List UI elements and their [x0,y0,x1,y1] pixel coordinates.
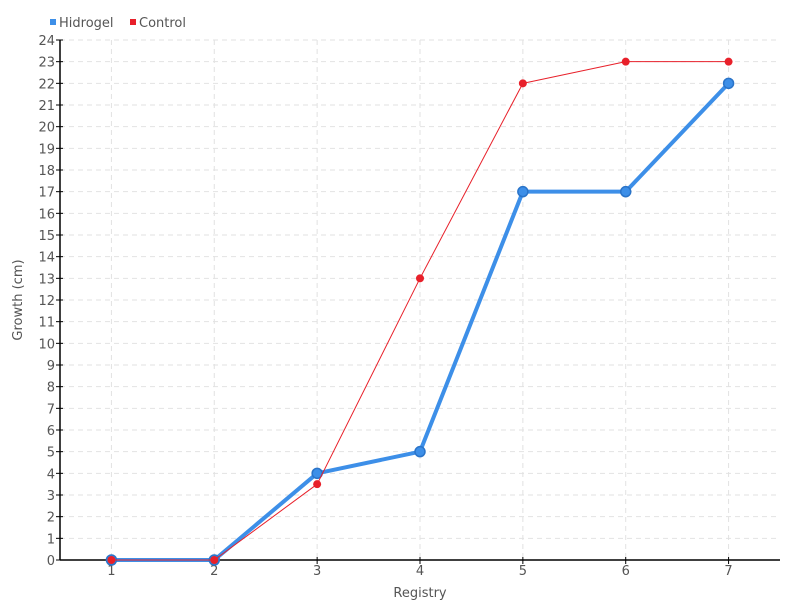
y-tick-label: 12 [38,294,55,309]
data-point-control [416,274,424,283]
data-point-control [621,57,630,66]
y-tick-label: 9 [47,359,55,374]
y-tick-label: 16 [38,207,55,222]
y-tick-label: 24 [38,34,55,49]
data-point-control [724,57,733,66]
y-tick-label: 21 [38,99,55,114]
x-tick-label: 6 [622,564,630,579]
x-axis-label: Registry [393,586,447,600]
data-point-hidrogel [619,185,632,198]
axes: 0123456789101112131415161718192021222324… [38,34,780,579]
x-tick-label: 3 [313,564,321,579]
x-tick-label: 7 [724,564,732,579]
y-tick-label: 10 [38,337,55,352]
y-tick-label: 0 [47,554,55,569]
y-tick-label: 4 [47,467,55,482]
y-tick-label: 3 [47,489,55,504]
x-tick-label: 1 [107,564,115,579]
data-point-hidrogel [722,77,735,90]
y-axis-label: Growth (cm) [11,259,26,340]
grid [60,39,780,560]
data-point-hidrogel [517,185,529,198]
y-tick-label: 1 [47,532,55,547]
data-point-control [107,556,116,564]
y-tick-label: 11 [38,316,55,331]
y-tick-label: 6 [47,424,55,439]
y-tick-label: 17 [38,186,55,201]
y-tick-label: 20 [38,121,55,136]
series-layer [105,57,735,566]
legend: Hidrogel Control [50,16,186,31]
y-tick-label: 8 [47,381,55,396]
legend-swatch-control [130,19,136,25]
y-tick-label: 22 [38,77,55,92]
y-tick-label: 23 [38,56,55,71]
data-point-control [518,79,527,88]
y-tick-label: 18 [38,164,55,179]
x-tick-label: 5 [519,564,527,579]
y-tick-label: 14 [38,251,55,266]
y-tick-label: 15 [38,229,55,244]
x-tick-label: 4 [416,564,424,579]
y-tick-label: 5 [47,446,55,461]
data-point-hidrogel [414,445,426,458]
data-point-control [313,480,322,489]
y-tick-label: 19 [38,142,55,157]
y-tick-label: 13 [38,272,55,287]
y-tick-label: 7 [47,402,55,417]
legend-label-control[interactable]: Control [139,16,186,31]
y-tick-label: 2 [47,511,55,526]
legend-swatch-hidrogel [50,19,56,25]
legend-label-hidrogel[interactable]: Hidrogel [59,16,114,31]
x-tick-label: 2 [210,564,218,579]
data-point-control [210,556,219,564]
